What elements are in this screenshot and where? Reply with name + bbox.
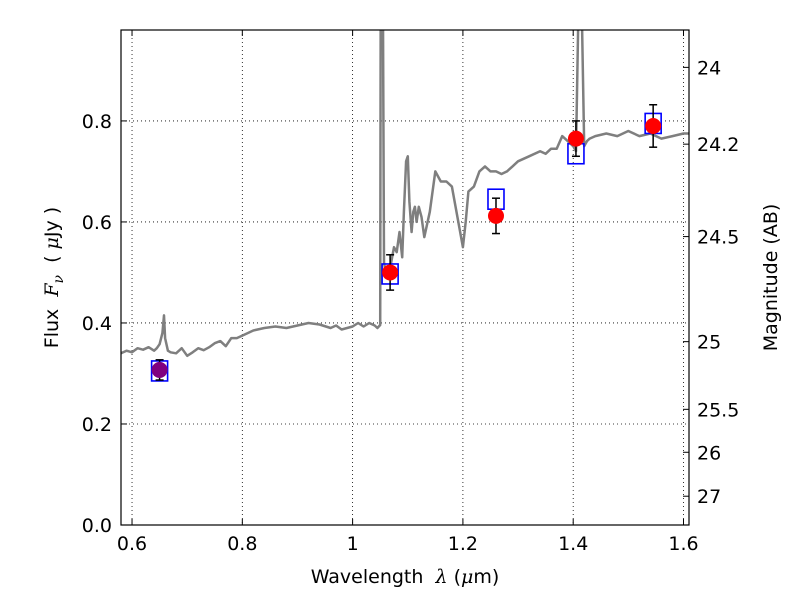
y2-tick-label: 24.2 [697,134,739,156]
plot-frame [120,29,690,526]
spectrum-line [121,30,689,358]
axis-ticks: 0.6 0.8 1 1.2 1.4 1.6 0.0 0.2 0.4 0.6 0.8 24 24.2 24.… [82,30,739,555]
y2-tick-label: 26 [697,442,721,464]
x-tick-label: 1.2 [448,533,478,555]
y-tick-label: 0.0 [82,515,112,537]
y2-tick-label: 24.5 [697,227,739,249]
data-point [382,264,399,281]
y2-tick-label: 27 [697,486,721,508]
data-point [487,207,504,224]
x-tick-label: 0.8 [227,533,257,555]
y-tick-label: 0.4 [82,313,112,335]
y2-tick-label: 25 [697,332,721,354]
x-tick-label: 1.4 [558,533,588,555]
x-tick-label: 1 [347,533,359,555]
x-tick-label: 0.6 [117,533,147,555]
y-tick-label: 0.8 [82,111,112,133]
y2-tick-label: 25.5 [697,399,739,421]
data-point [567,130,584,147]
y2-axis-label: Magnitude (AB) [760,204,782,352]
x-tick-label: 1.6 [668,533,698,555]
y-tick-label: 0.6 [82,212,112,234]
data-point [151,361,168,378]
y-axis-label: Flux Fν ( μJy ) [41,207,67,348]
grid [121,30,689,526]
y-tick-label: 0.2 [82,414,112,436]
data-point [645,117,662,134]
plot-data [121,30,689,382]
y2-tick-label: 24 [697,57,721,79]
x-axis-label: Wavelength λ (μm) [311,566,500,588]
